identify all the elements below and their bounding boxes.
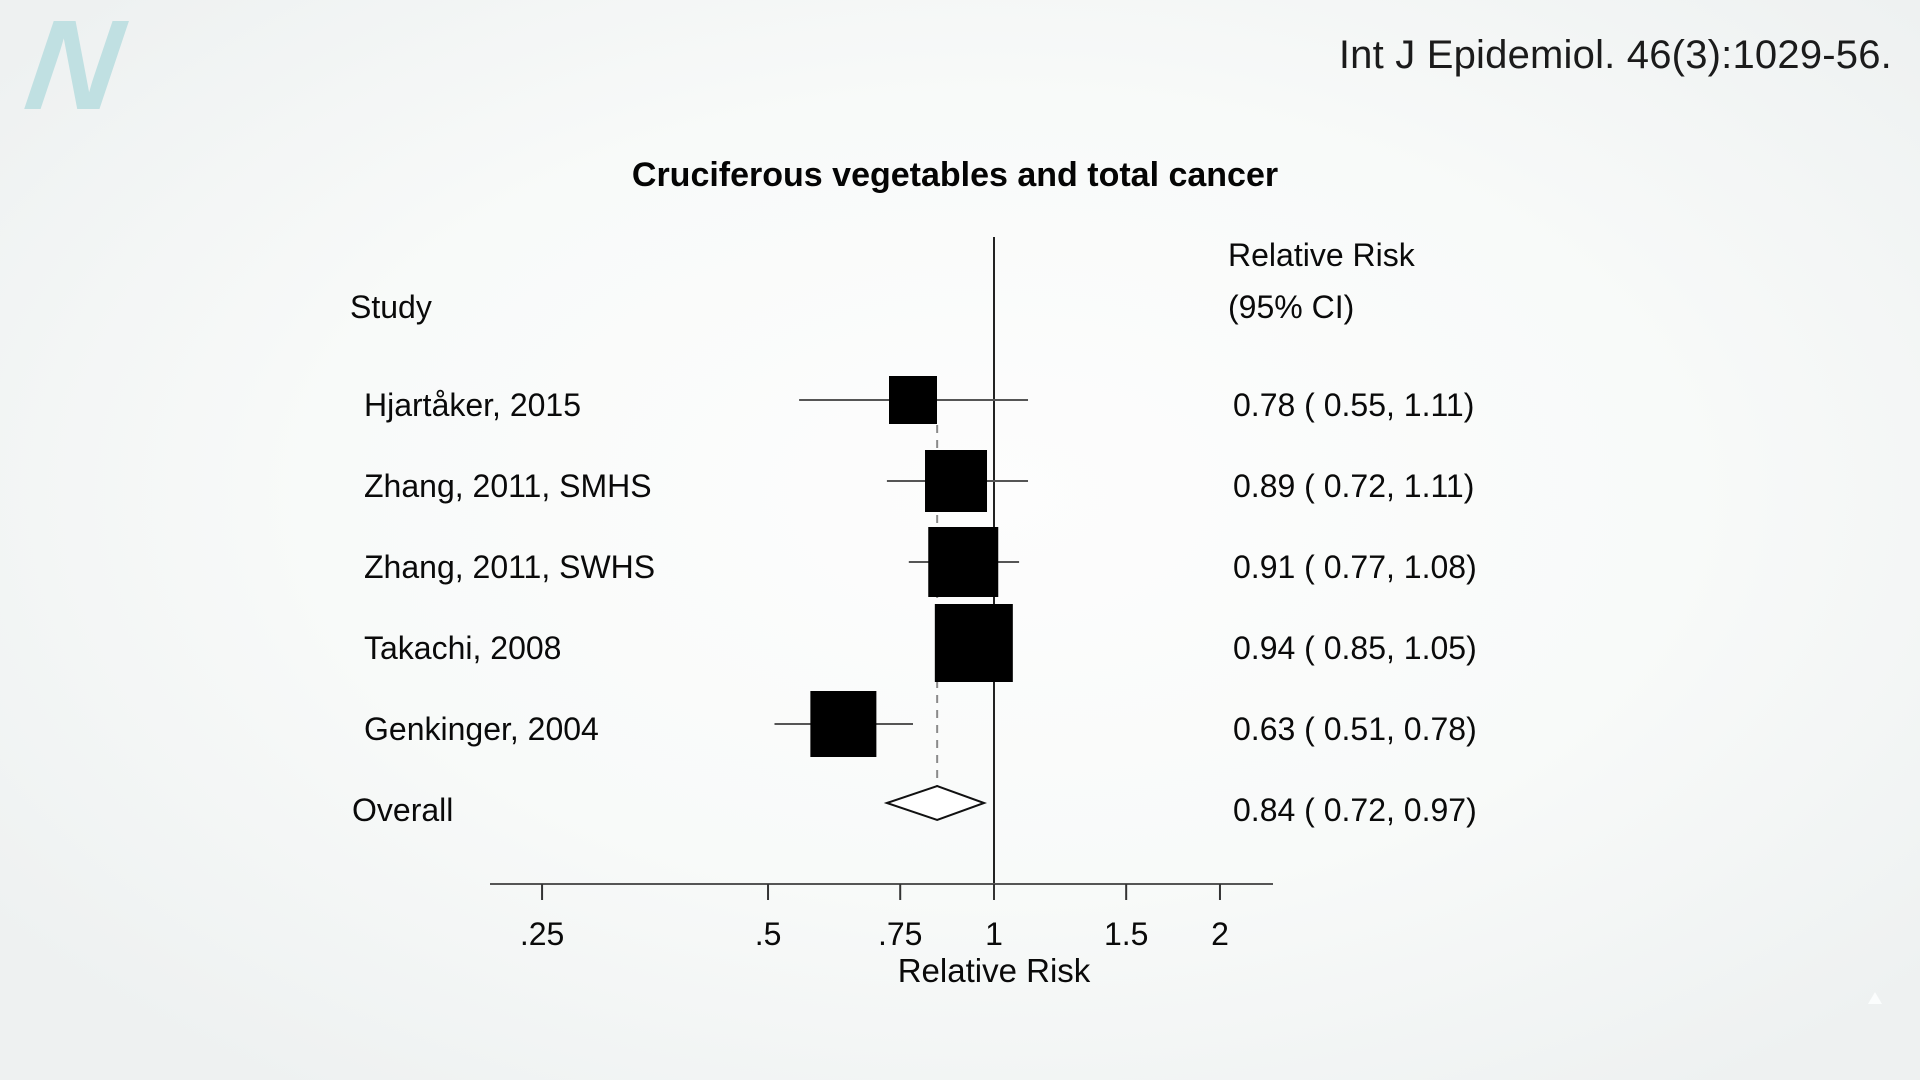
overall-effect-text: 0.84 ( 0.72, 0.97) (1233, 792, 1477, 828)
effect-square (810, 691, 877, 757)
x-axis-tick-label: .75 (878, 916, 922, 952)
column-header-effect-line1: Relative Risk (1228, 237, 1416, 273)
x-axis-tick-label: .5 (755, 916, 782, 952)
effect-square (925, 450, 988, 512)
effect-square (928, 527, 999, 597)
effect-square (934, 604, 1013, 682)
x-axis-tick-label: .25 (520, 916, 564, 952)
x-axis-tick-label: 1.5 (1104, 916, 1148, 952)
study-label: Hjartåker, 2015 (364, 387, 581, 423)
x-axis-label: Relative Risk (898, 952, 1091, 989)
effect-text: 0.91 ( 0.77, 1.08) (1233, 549, 1477, 585)
effect-square (889, 376, 938, 424)
x-axis-tick-label: 2 (1211, 916, 1229, 952)
study-label: Takachi, 2008 (364, 630, 561, 666)
study-label: Zhang, 2011, SMHS (364, 468, 652, 504)
column-header-effect-line2: (95% CI) (1228, 289, 1354, 325)
effect-text: 0.94 ( 0.85, 1.05) (1233, 630, 1477, 666)
overall-label: Overall (352, 792, 453, 828)
effect-text: 0.89 ( 0.72, 1.11) (1233, 468, 1474, 504)
overall-diamond (883, 784, 988, 822)
study-label: Zhang, 2011, SWHS (364, 549, 655, 585)
x-axis-tick-label: 1 (985, 916, 1003, 952)
effect-text: 0.63 ( 0.51, 0.78) (1233, 711, 1477, 747)
cursor-artifact (1868, 992, 1882, 1004)
study-label: Genkinger, 2004 (364, 711, 599, 747)
journal-citation: Int J Epidemiol. 46(3):1029-56. (1338, 33, 1892, 77)
column-header-study: Study (350, 289, 432, 325)
effect-text: 0.78 ( 0.55, 1.11) (1233, 387, 1474, 423)
chart-title: Cruciferous vegetables and total cancer (631, 156, 1279, 194)
